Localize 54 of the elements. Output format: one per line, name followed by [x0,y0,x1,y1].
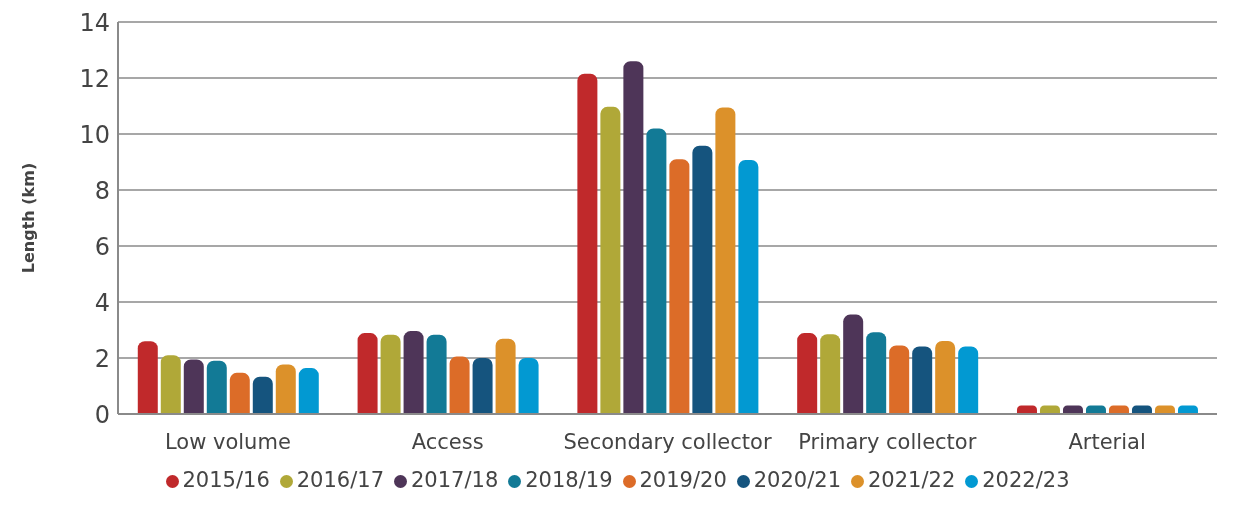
bar [403,331,424,414]
y-tick-label: 14 [79,8,110,37]
bar [820,334,841,414]
y-tick-label: 6 [94,232,110,261]
bar [449,356,470,414]
x-tick-label: Arterial [1068,429,1146,454]
bar [600,106,621,414]
x-tick-label: Secondary collector [563,429,772,454]
x-tick-label: Primary collector [798,429,977,454]
bar [669,159,690,414]
x-tick-label: Low volume [164,429,291,454]
y-tick-label: 12 [79,64,110,93]
y-tick-label: 2 [94,344,110,373]
bar [843,314,864,414]
bar [715,107,736,414]
bar [889,345,910,414]
legend-label: 2020/21 [753,468,841,492]
bar [495,338,516,414]
legend-label: 2017/18 [411,468,499,492]
y-axis-title: Length (km) [18,162,38,274]
legend-label: 2021/22 [868,468,956,492]
bar [692,145,713,414]
bar [623,61,644,414]
bar [426,334,447,414]
bar [229,372,250,414]
bar [183,359,204,414]
legend-label: 2015/16 [182,468,270,492]
legend-label: 2018/19 [525,468,613,492]
bar [958,346,979,414]
bar [797,333,818,414]
bar [137,341,158,414]
bar [357,333,378,414]
y-tick-label: 8 [94,176,110,205]
legend-label: 2016/17 [296,468,384,492]
bar [912,346,933,414]
bar [866,332,887,414]
bar [935,340,956,414]
bar [206,360,227,414]
x-tick-label: Access [411,429,484,454]
y-tick-label: 10 [79,120,110,149]
bar [380,334,401,414]
bar [472,358,493,414]
y-tick-label: 4 [94,288,110,317]
bar [298,368,319,414]
bar [518,358,539,414]
y-tick-label: 0 [94,400,110,429]
bar [252,376,273,414]
bar [577,73,598,414]
legend-label: 2019/20 [639,468,727,492]
bar [160,355,181,414]
legend-label: 2022/23 [982,468,1070,492]
bar [275,364,296,414]
bar [738,160,759,414]
bar [646,128,667,414]
